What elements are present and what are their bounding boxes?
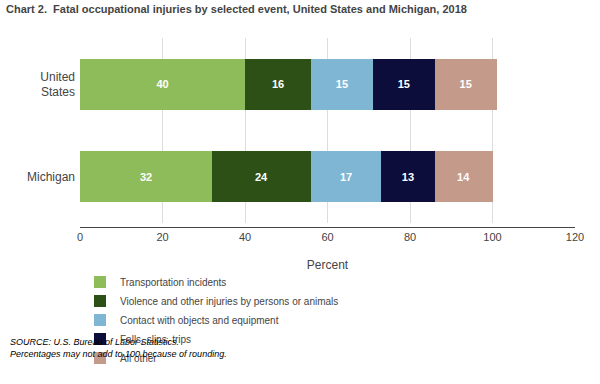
svg-text:17: 17 xyxy=(340,171,352,183)
svg-text:20: 20 xyxy=(156,231,168,243)
svg-text:Michigan: Michigan xyxy=(27,170,75,184)
svg-text:Violence and other injuries by: Violence and other injuries by persons o… xyxy=(120,296,338,307)
svg-text:16: 16 xyxy=(272,78,284,90)
svg-text:Percent: Percent xyxy=(307,258,349,272)
svg-text:15: 15 xyxy=(336,78,348,90)
svg-text:0: 0 xyxy=(77,231,83,243)
svg-text:24: 24 xyxy=(255,171,268,183)
svg-text:120: 120 xyxy=(566,231,584,243)
svg-text:100: 100 xyxy=(483,231,501,243)
svg-text:40: 40 xyxy=(239,231,251,243)
svg-text:Transportation incidents: Transportation incidents xyxy=(120,277,226,288)
svg-text:Chart 2. Fatal occupational i: Chart 2. Fatal occupational injuries by … xyxy=(6,3,467,15)
svg-text:UnitedStates: UnitedStates xyxy=(40,70,75,100)
svg-text:80: 80 xyxy=(404,231,416,243)
svg-text:Contact with objects and equip: Contact with objects and equipment xyxy=(120,315,279,326)
svg-text:Falls, slips, trips: Falls, slips, trips xyxy=(120,334,191,345)
svg-text:15: 15 xyxy=(398,78,410,90)
svg-text:32: 32 xyxy=(140,171,152,183)
svg-text:60: 60 xyxy=(321,231,333,243)
svg-text:13: 13 xyxy=(402,171,414,183)
svg-text:All other: All other xyxy=(120,353,157,364)
svg-text:40: 40 xyxy=(156,78,168,90)
svg-text:15: 15 xyxy=(460,78,472,90)
svg-text:14: 14 xyxy=(457,171,470,183)
svg-text:SOURCE: U.S. Bureau of Labor S: SOURCE: U.S. Bureau of Labor Statistics.… xyxy=(10,337,227,359)
